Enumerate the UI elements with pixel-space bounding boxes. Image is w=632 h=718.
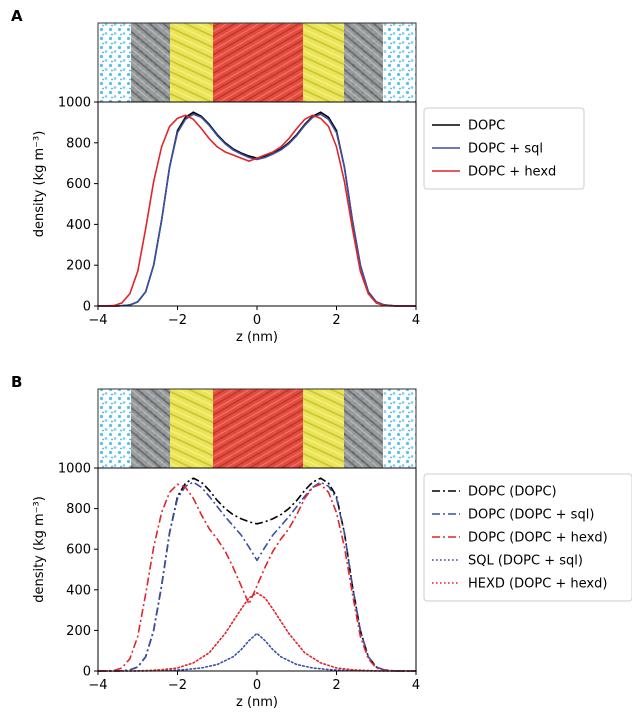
- legend-entry-a-2: DOPC + hexd: [468, 165, 556, 180]
- membrane-snapshot-b: [97, 388, 417, 469]
- legend-entry-b-0: DOPC (DOPC): [468, 485, 557, 500]
- axes-frame-b: [97, 467, 417, 672]
- panel-letter-a: A: [11, 7, 23, 25]
- x-tick-label-a-2: 0: [253, 313, 261, 328]
- legend-frame-b: [423, 473, 632, 602]
- legend-entry-b-3: SQL (DOPC + sql): [468, 554, 583, 569]
- panel-a: A −4 −2 0 2 4 0 200 400 600 800 1000 z (nm) density …: [11, 7, 585, 346]
- membrane-snapshot-a: [97, 22, 417, 103]
- x-axis-label-b: z (nm): [236, 695, 278, 710]
- legend-a: DOPC DOPC + sql DOPC + hexd: [423, 107, 585, 190]
- plot-area-a: −4 −2 0 2 4 0 200 400 600 800 1000 z (nm) density (k…: [32, 96, 420, 346]
- panel-b: B −4 −2 0 2 4 0 200 400 600 800 1000 z (nm) density …: [11, 373, 632, 710]
- series-line-b-3: [97, 632, 417, 672]
- y-tick-label-a-0: 0: [83, 300, 91, 315]
- series-line-a-1: [98, 113, 416, 307]
- y-axis-label-b: density (kg m⁻³): [32, 496, 47, 603]
- panel-letter-b: B: [11, 373, 22, 391]
- legend-entry-a-1: DOPC + sql: [468, 142, 543, 157]
- x-tick-label-a-0: −4: [88, 313, 107, 328]
- plot-area-b: −4 −2 0 2 4 0 200 400 600 800 1000 z (nm) density (k…: [32, 462, 420, 711]
- x-tick-label-b-1: −2: [168, 678, 187, 693]
- y-tick-label-b-4: 800: [66, 502, 91, 517]
- series-line-a-0: [98, 111, 416, 307]
- axes-frame-a: [97, 101, 417, 307]
- x-tick-label-a-1: −2: [168, 313, 187, 328]
- y-tick-label-b-2: 400: [66, 583, 91, 598]
- legend-entry-b-1: DOPC (DOPC + sql): [468, 508, 594, 523]
- y-tick-label-a-4: 800: [66, 136, 91, 151]
- series-line-a-2: [97, 114, 416, 307]
- y-tick-label-b-5: 1000: [58, 462, 91, 477]
- legend-entry-b-2: DOPC (DOPC + hexd): [468, 531, 608, 546]
- y-axis-label-a: density (kg m⁻³): [32, 131, 47, 238]
- x-tick-label-b-0: −4: [88, 678, 107, 693]
- series-line-b-4: [97, 592, 417, 672]
- series-line-b-1: [98, 481, 416, 672]
- series-line-b-2: [97, 483, 416, 672]
- x-tick-label-b-3: 2: [332, 678, 340, 693]
- x-tick-label-b-4: 4: [412, 678, 420, 693]
- y-tick-label-b-3: 600: [66, 543, 91, 558]
- legend-b: DOPC (DOPC) DOPC (DOPC + sql) DOPC (DOPC +…: [423, 473, 632, 602]
- y-tick-label-a-2: 400: [66, 218, 91, 233]
- x-axis-label-a: z (nm): [236, 330, 278, 345]
- x-tick-label-a-4: 4: [412, 313, 420, 328]
- y-tick-label-a-1: 200: [66, 259, 91, 274]
- x-tick-label-a-3: 2: [332, 313, 340, 328]
- y-tick-label-b-1: 200: [66, 624, 91, 639]
- series-line-b-0: [98, 477, 416, 672]
- x-tick-label-b-2: 0: [253, 678, 261, 693]
- y-tick-label-b-0: 0: [83, 665, 91, 680]
- legend-entry-b-4: HEXD (DOPC + hexd): [468, 577, 607, 592]
- y-tick-label-a-5: 1000: [58, 96, 91, 111]
- legend-entry-a-0: DOPC: [468, 119, 505, 134]
- legend-frame-a: [423, 107, 585, 190]
- y-tick-label-a-3: 600: [66, 177, 91, 192]
